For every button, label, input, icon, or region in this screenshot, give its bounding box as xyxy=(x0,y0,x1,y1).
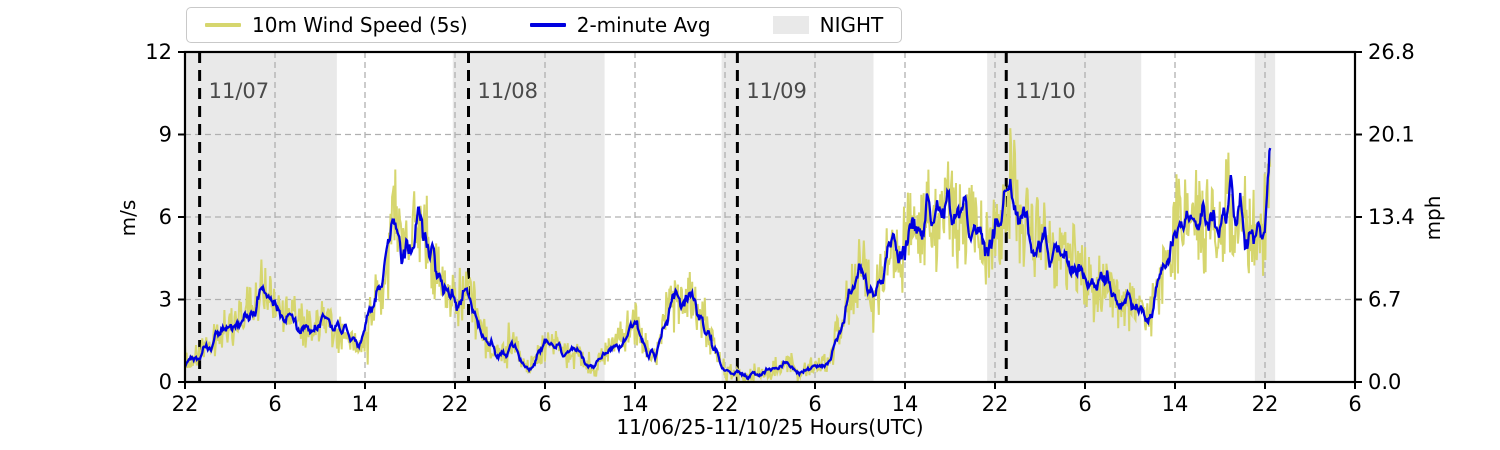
x-tick-label: 22 xyxy=(712,392,739,416)
x-tick-label: 22 xyxy=(442,392,469,416)
series-2min-avg xyxy=(185,147,1272,381)
legend-label-5s: 10m Wind Speed (5s) xyxy=(252,13,468,37)
day-label: 11/09 xyxy=(746,79,807,103)
legend-item-night: NIGHT xyxy=(772,13,884,37)
x-tick-label: 6 xyxy=(268,392,281,416)
day-label: 11/10 xyxy=(1015,79,1076,103)
x-tick-label: 6 xyxy=(1078,392,1091,416)
y-tick-label-left: 12 xyxy=(145,40,172,64)
legend-label-night: NIGHT xyxy=(819,13,884,37)
y-tick-label-right: 13.4 xyxy=(1368,205,1415,229)
y-tick-label-left: 0 xyxy=(159,370,172,394)
legend-label-2min: 2-minute Avg xyxy=(576,13,711,37)
x-tick-label: 14 xyxy=(352,392,379,416)
chart-legend: 10m Wind Speed (5s) 2-minute Avg NIGHT xyxy=(186,7,903,43)
x-tick-label: 14 xyxy=(892,392,919,416)
y-tick-label-right: 20.1 xyxy=(1368,123,1415,147)
x-tick-label: 22 xyxy=(172,392,199,416)
y-tick-label-right: 0.0 xyxy=(1368,370,1401,394)
x-tick-label: 22 xyxy=(1252,392,1279,416)
day-label: 11/07 xyxy=(209,79,270,103)
day-label: 11/08 xyxy=(478,79,539,103)
y-tick-label-left: 6 xyxy=(159,205,172,229)
series-wind-5s xyxy=(185,128,1272,382)
y-tick-label-left: 3 xyxy=(159,288,172,312)
legend-line-swatch-2min-icon xyxy=(529,23,566,27)
x-tick-label: 14 xyxy=(622,392,649,416)
x-tick-label: 14 xyxy=(1162,392,1189,416)
legend-item-2min-avg: 2-minute Avg xyxy=(529,13,711,37)
x-tick-label: 22 xyxy=(982,392,1009,416)
legend-item-wind-5s: 10m Wind Speed (5s) xyxy=(205,13,468,37)
legend-night-patch-icon xyxy=(772,16,809,34)
y-axis-label-right: mph xyxy=(1421,195,1445,241)
y-tick-label-right: 6.7 xyxy=(1368,288,1401,312)
y-tick-label-left: 9 xyxy=(159,123,172,147)
y-tick-label-right: 26.8 xyxy=(1368,40,1415,64)
x-axis-label: 11/06/25-11/10/25 Hours(UTC) xyxy=(616,415,924,439)
x-tick-label: 6 xyxy=(808,392,821,416)
y-axis-label-left: m/s xyxy=(116,199,140,237)
x-tick-label: 6 xyxy=(538,392,551,416)
legend-line-swatch-5s-icon xyxy=(205,23,241,27)
x-tick-label: 6 xyxy=(1348,392,1361,416)
